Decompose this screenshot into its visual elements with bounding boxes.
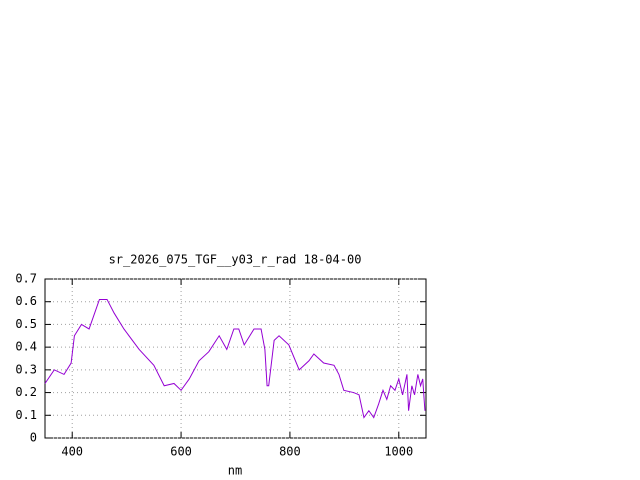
- y-tick-label: 0.3: [15, 362, 37, 376]
- chart-title: sr_2026_075_TGF__y03_r_rad 18-04-00: [109, 253, 362, 267]
- x-tick-label: 600: [170, 445, 192, 459]
- y-tick-label: 0.4: [15, 340, 37, 354]
- x-axis-label: nm: [228, 464, 242, 478]
- y-tick-label: 0.6: [15, 294, 37, 308]
- x-tick-label: 1000: [384, 445, 413, 459]
- plot-frame: [44, 278, 427, 439]
- y-tick-label: 0.5: [15, 317, 37, 331]
- x-tick-label: 400: [61, 445, 83, 459]
- y-tick-label: 0.2: [15, 385, 37, 399]
- data-line: [44, 298, 426, 419]
- y-tick-label: 0.1: [15, 408, 37, 422]
- y-tick-label: 0.7: [15, 272, 37, 286]
- y-tick-label: 0: [30, 431, 37, 445]
- x-tick-label: 800: [279, 445, 301, 459]
